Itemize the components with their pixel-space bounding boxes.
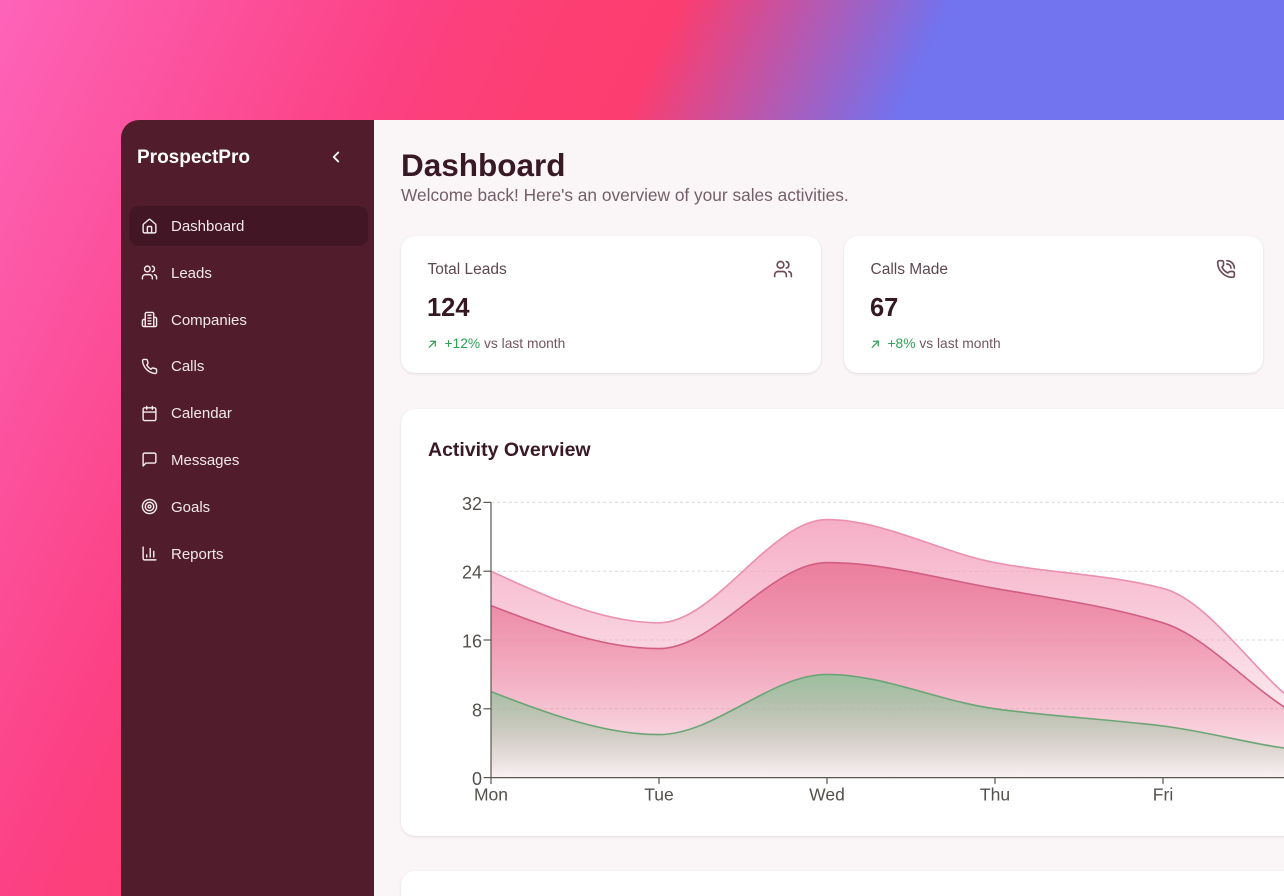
svg-text:Fri: Fri — [1153, 785, 1173, 805]
svg-text:24: 24 — [462, 563, 482, 583]
svg-text:Thu: Thu — [980, 785, 1010, 805]
svg-text:Wed: Wed — [809, 785, 845, 805]
svg-text:32: 32 — [462, 494, 482, 514]
svg-text:Tue: Tue — [644, 785, 674, 805]
svg-text:Mon: Mon — [474, 785, 508, 805]
svg-text:8: 8 — [472, 700, 482, 720]
svg-text:16: 16 — [462, 632, 482, 652]
svg-text:0: 0 — [472, 769, 482, 789]
